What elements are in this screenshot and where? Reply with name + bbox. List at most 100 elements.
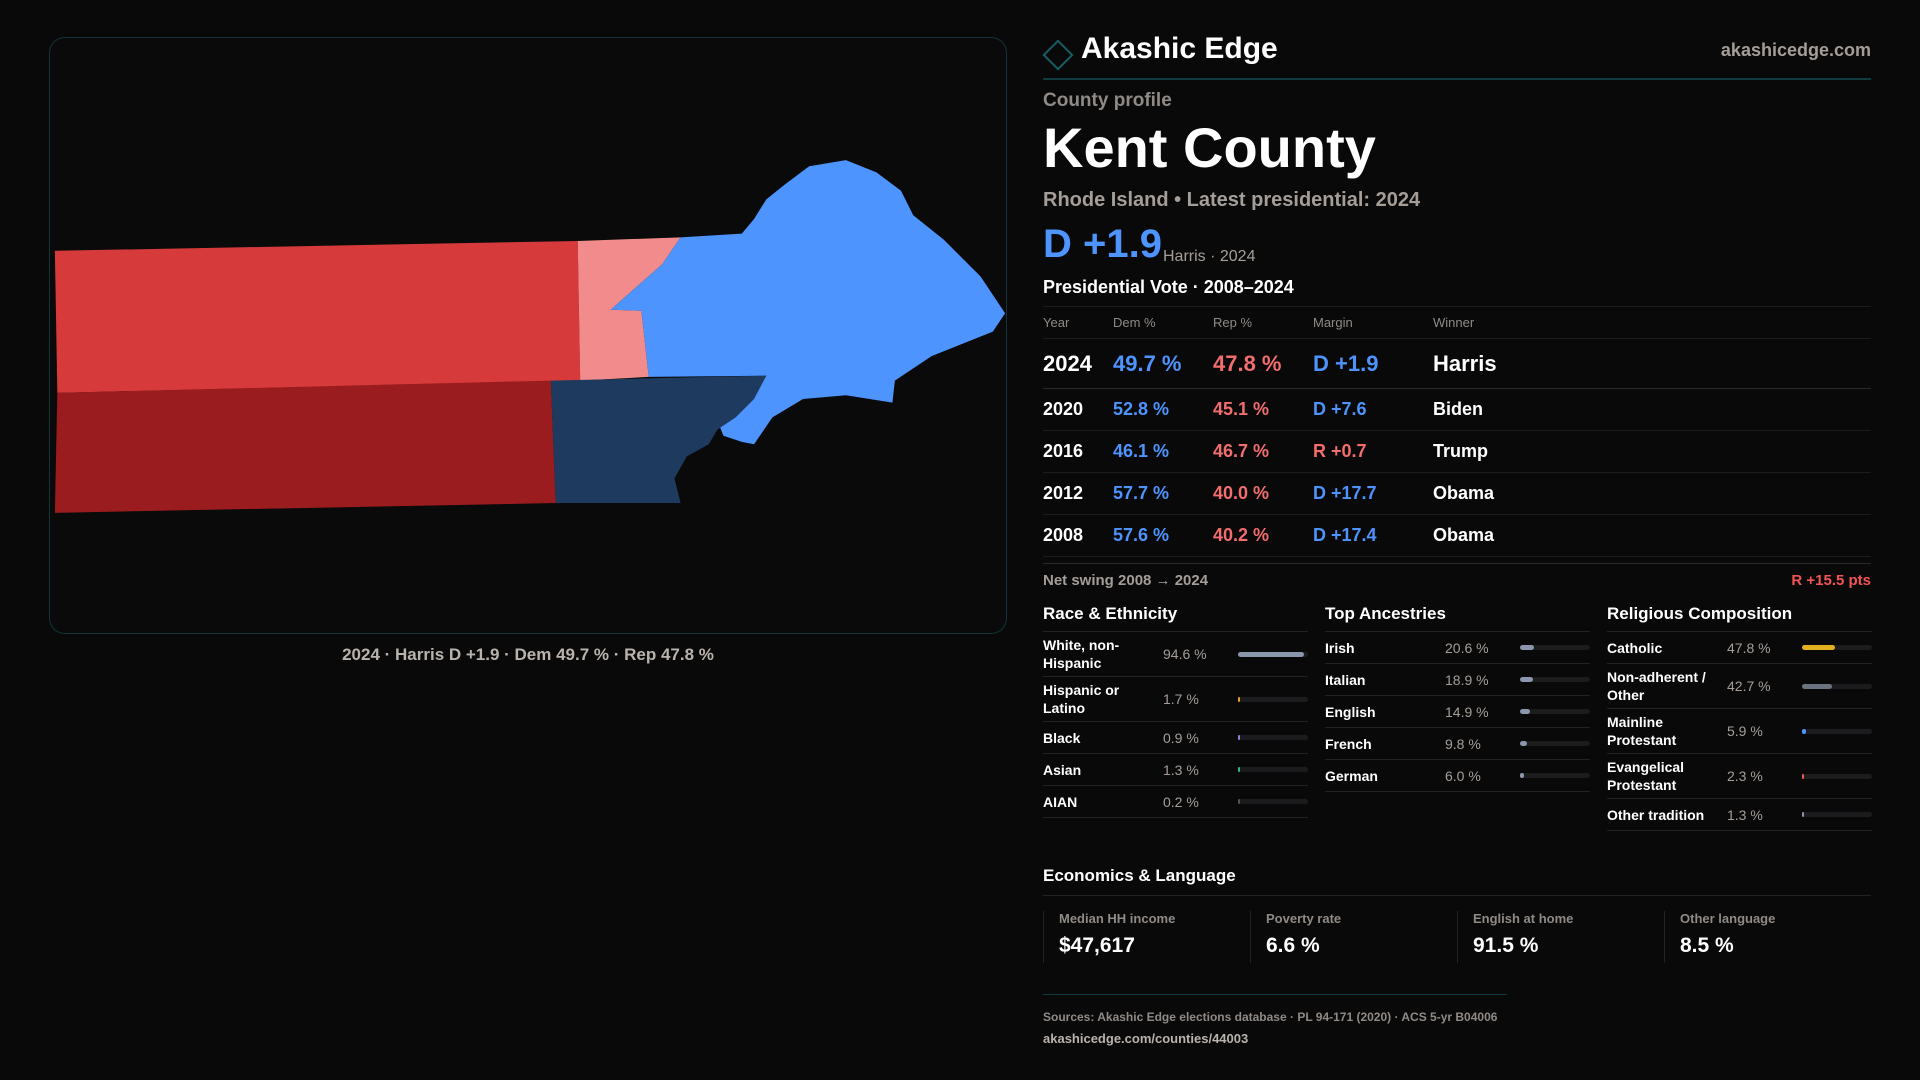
- row-label: Black: [1043, 729, 1081, 746]
- race-title: Race & Ethnicity: [1043, 600, 1308, 632]
- footer: Sources: Akashic Edge elections database…: [1043, 994, 1507, 1049]
- row-label: White, non-Hispanic: [1043, 637, 1120, 671]
- row-bar-track: [1802, 812, 1872, 817]
- ancestry-title: Top Ancestries: [1325, 600, 1590, 632]
- ancestry-row: Irish 20.6 %: [1325, 632, 1590, 664]
- cell-rep: 40.0 %: [1213, 472, 1313, 515]
- row-pct: 47.8 %: [1727, 639, 1771, 656]
- row-pct: 5.9 %: [1727, 723, 1763, 739]
- map-region-dem-lean[interactable]: [550, 375, 767, 504]
- row-label: AIAN: [1043, 793, 1078, 810]
- row-bar-fill: [1520, 741, 1527, 746]
- row-bar-fill: [1238, 799, 1240, 804]
- row-bar-track: [1802, 683, 1872, 689]
- row-bar-track: [1520, 773, 1590, 778]
- stat-label: English at home: [1473, 911, 1574, 926]
- votes-title: Presidential Vote · 2008–2024: [1043, 277, 1294, 297]
- ancestry-row: German 6.0 %: [1325, 760, 1590, 792]
- map-region-rep-dark[interactable]: [54, 380, 556, 513]
- vote-row: 2012 57.7 % 40.0 % D +17.7 Obama: [1043, 472, 1871, 515]
- map-region-rep-light[interactable]: [577, 237, 681, 381]
- cell-margin: R +0.7: [1313, 430, 1433, 473]
- col-margin: Margin: [1313, 306, 1433, 339]
- cell-winner: Obama: [1433, 472, 1871, 515]
- cell-rep: 40.2 %: [1213, 514, 1313, 557]
- race-row: AIAN 0.2 %: [1043, 786, 1308, 818]
- row-bar-track: [1802, 728, 1872, 734]
- site-link[interactable]: akashicedge.com: [1720, 40, 1871, 60]
- row-label: English: [1325, 703, 1376, 720]
- vote-row: 2008 57.6 % 40.2 % D +17.4 Obama: [1043, 514, 1871, 557]
- row-label: Non-adherent / Other: [1607, 669, 1706, 703]
- religion-row: Mainline Protestant 5.9 %: [1607, 709, 1872, 754]
- stat-value: $47,617: [1059, 934, 1135, 957]
- cell-dem: 57.7 %: [1113, 472, 1213, 515]
- diamond-logo-icon: [1042, 39, 1074, 71]
- race-row: White, non-Hispanic 94.6 %: [1043, 632, 1308, 677]
- row-bar-track: [1802, 645, 1872, 650]
- ancestry-row: English 14.9 %: [1325, 696, 1590, 728]
- stat-label: Other language: [1680, 911, 1776, 926]
- stat-income: Median HH income $47,617: [1043, 911, 1250, 963]
- cell-margin: D +1.9: [1313, 338, 1433, 389]
- row-bar-fill: [1238, 651, 1305, 657]
- col-rep: Rep %: [1213, 306, 1313, 339]
- headline-margin-sub: Harris · 2024: [1163, 248, 1256, 265]
- row-bar-track: [1520, 709, 1590, 714]
- cell-dem: 49.7 %: [1113, 338, 1213, 389]
- row-bar-fill: [1802, 773, 1804, 779]
- row-bar-track: [1238, 767, 1308, 772]
- cell-year: 2008: [1043, 514, 1113, 557]
- cell-margin: D +17.7: [1313, 472, 1433, 515]
- stat-other-language: Other language 8.5 %: [1664, 911, 1871, 963]
- map-region-rep[interactable]: [54, 241, 581, 393]
- row-label: Catholic: [1607, 639, 1663, 656]
- ancestry-row: French 9.8 %: [1325, 728, 1590, 760]
- row-bar-fill: [1520, 709, 1531, 714]
- cell-winner: Biden: [1433, 388, 1871, 431]
- row-bar-fill: [1238, 735, 1240, 740]
- row-bar-track: [1520, 645, 1590, 650]
- row-bar-track: [1238, 799, 1308, 804]
- cell-year: 2020: [1043, 388, 1113, 431]
- religion-row: Non-adherent / Other 42.7 %: [1607, 664, 1872, 709]
- race-section: Race & Ethnicity White, non-Hispanic 94.6 …: [1043, 600, 1308, 818]
- row-pct: 1.3 %: [1163, 761, 1199, 778]
- religion-row: Catholic 47.8 %: [1607, 632, 1872, 664]
- stat-value: 6.6 %: [1266, 934, 1320, 957]
- page-title: Kent County: [1043, 116, 1376, 179]
- subtitle: Rhode Island • Latest presidential: 2024: [1043, 189, 1421, 211]
- kicker: County profile: [1043, 90, 1172, 111]
- cell-rep: 46.7 %: [1213, 430, 1313, 473]
- row-pct: 2.3 %: [1727, 768, 1763, 784]
- cell-rep: 45.1 %: [1213, 388, 1313, 431]
- row-bar-fill: [1238, 696, 1240, 702]
- economics-title: Economics & Language: [1043, 866, 1871, 896]
- row-bar-track: [1802, 773, 1872, 779]
- row-pct: 94.6 %: [1163, 646, 1207, 662]
- cell-year: 2024: [1043, 338, 1113, 389]
- vote-row: 2024 49.7 % 47.8 % D +1.9 Harris: [1043, 338, 1871, 389]
- religion-title: Religious Composition: [1607, 600, 1872, 632]
- map-caption: 2024 · Harris D +1.9 · Dem 49.7 % · Rep …: [342, 645, 714, 664]
- header: Akashic Edge akashicedge.com: [1042, 30, 1871, 80]
- religion-section: Religious Composition Catholic 47.8 % Non-a…: [1607, 600, 1872, 831]
- col-winner: Winner: [1433, 306, 1871, 339]
- row-bar-fill: [1802, 683, 1832, 689]
- stat-label: Median HH income: [1059, 911, 1176, 926]
- row-label: Mainline Protestant: [1607, 714, 1677, 748]
- col-dem: Dem %: [1113, 306, 1213, 339]
- cell-rep: 47.8 %: [1213, 338, 1313, 389]
- row-pct: 1.3 %: [1727, 806, 1763, 823]
- cell-dem: 46.1 %: [1113, 430, 1213, 473]
- cell-winner: Obama: [1433, 514, 1871, 557]
- row-bar-fill: [1802, 812, 1804, 817]
- net-swing-label: Net swing 2008 → 2024: [1043, 572, 1209, 589]
- row-label: Italian: [1325, 671, 1366, 688]
- row-bar-fill: [1802, 728, 1807, 734]
- cell-margin: D +7.6: [1313, 388, 1433, 431]
- county-url[interactable]: akashicedge.com/counties/44003: [1043, 1031, 1249, 1046]
- map-region-dem[interactable]: [610, 160, 1006, 445]
- vote-row: 2020 52.8 % 45.1 % D +7.6 Biden: [1043, 388, 1871, 431]
- religion-row: Other tradition 1.3 %: [1607, 799, 1872, 831]
